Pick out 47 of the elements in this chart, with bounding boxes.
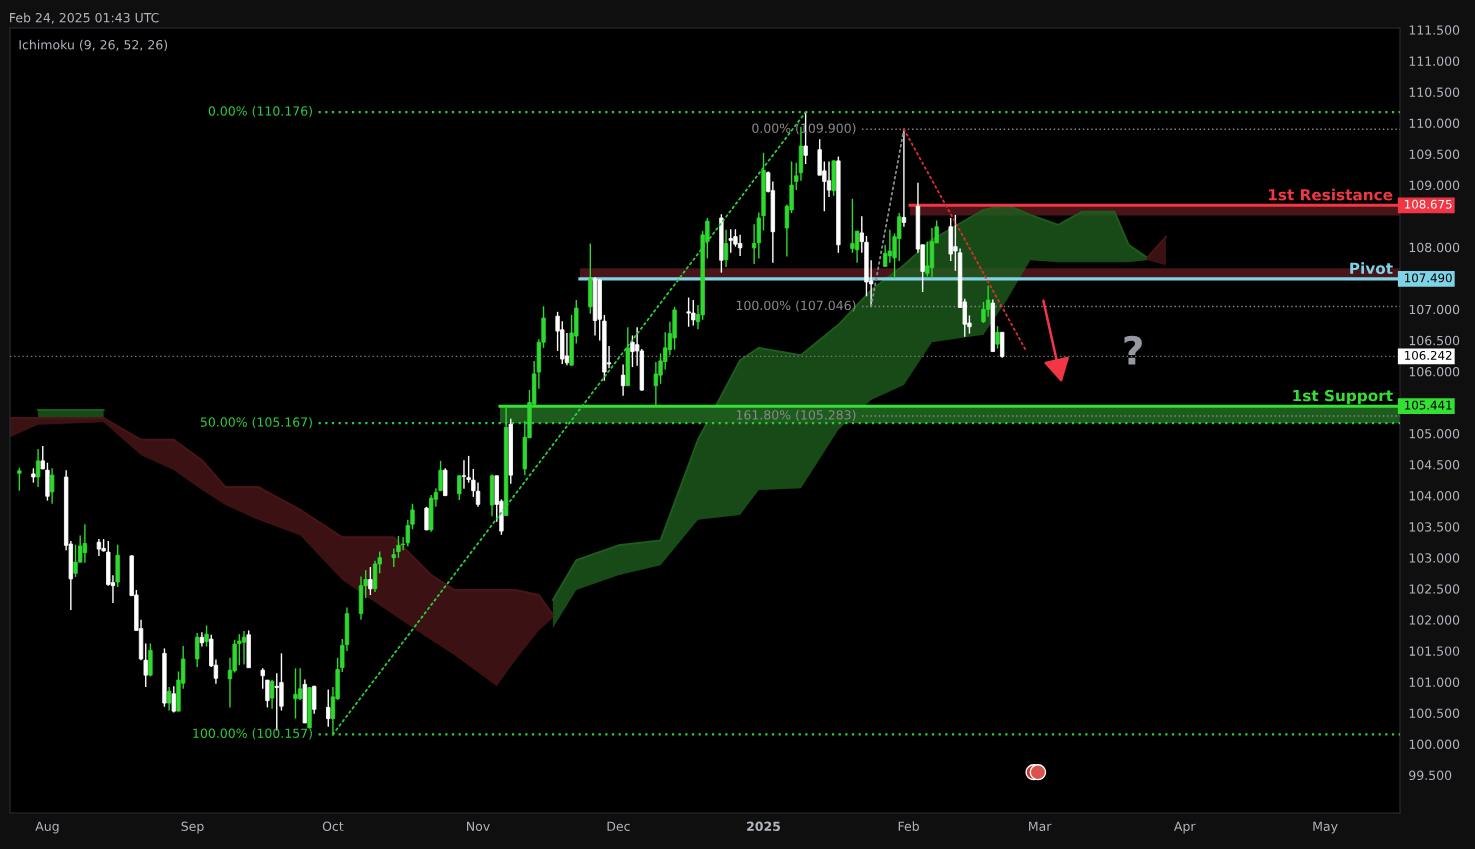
- y-tick-label: 109.500: [1409, 149, 1460, 159]
- x-tick-label: 2025: [747, 821, 781, 832]
- x-tick-label: May: [1313, 821, 1338, 834]
- x-tick-label: Dec: [607, 821, 630, 832]
- x-tick-label: Aug: [35, 821, 59, 834]
- y-tick-label: 102.500: [1409, 584, 1460, 594]
- text: Feb 24, 2025 01:43 UTC: [10, 12, 159, 24]
- annotation: 107.490: [1405, 273, 1452, 283]
- x-tick-label: Oct: [322, 821, 344, 832]
- y-tick-label: 106.000: [1409, 366, 1460, 377]
- x-tick-label: Feb: [898, 821, 919, 832]
- x-tick-label: Nov: [467, 821, 490, 832]
- x-tick-label: Sep: [181, 821, 204, 834]
- annotation: 105.441: [1405, 400, 1452, 410]
- ref-line-label: 0.00% (110.176): [208, 106, 312, 118]
- ref-line-label: Pivot: [1350, 262, 1393, 275]
- ref-line-label: 50.00% (105.167): [200, 417, 312, 429]
- x-tick-label: Mar: [1029, 821, 1052, 832]
- y-tick-label: 102.000: [1409, 615, 1460, 625]
- annotation: ?: [1124, 335, 1142, 365]
- y-tick-label: 104.500: [1409, 460, 1460, 470]
- y-tick-label: 103.000: [1409, 553, 1460, 563]
- ref-line-label: 1st Resistance: [1268, 188, 1393, 201]
- annotation: 106.242: [1405, 350, 1452, 360]
- y-tick-label: 101.000: [1409, 677, 1460, 687]
- ref-line-label: 100.00% (107.046): [736, 300, 856, 312]
- y-tick-label: 99.500: [1409, 770, 1452, 781]
- ref-line-label: 100.00% (100.157): [193, 728, 312, 740]
- annotation: Ichimoku (9, 26, 52, 26): [19, 39, 168, 51]
- ref-line-label: 1st Support: [1293, 389, 1393, 405]
- y-tick-label: 101.500: [1409, 646, 1460, 656]
- y-tick-label: 106.500: [1409, 335, 1460, 346]
- y-tick-label: 111.000: [1409, 56, 1460, 66]
- y-tick-label: 104.000: [1409, 491, 1460, 501]
- y-tick-label: 100.000: [1409, 739, 1460, 749]
- ref-line-label: 161.80% (105.283): [736, 409, 856, 422]
- y-tick-label: 111.500: [1409, 25, 1460, 35]
- annotation: 108.675: [1405, 199, 1452, 209]
- y-tick-label: 107.000: [1409, 304, 1460, 315]
- y-tick-label: 110.000: [1409, 118, 1460, 128]
- y-tick-label: 105.000: [1409, 429, 1460, 439]
- x-tick-label: Apr: [1174, 821, 1196, 834]
- y-tick-label: 108.000: [1409, 242, 1460, 253]
- y-tick-label: 100.500: [1409, 708, 1460, 718]
- y-tick-label: 110.500: [1409, 87, 1460, 97]
- y-tick-label: 103.500: [1409, 522, 1460, 532]
- y-tick-label: 109.000: [1409, 180, 1460, 191]
